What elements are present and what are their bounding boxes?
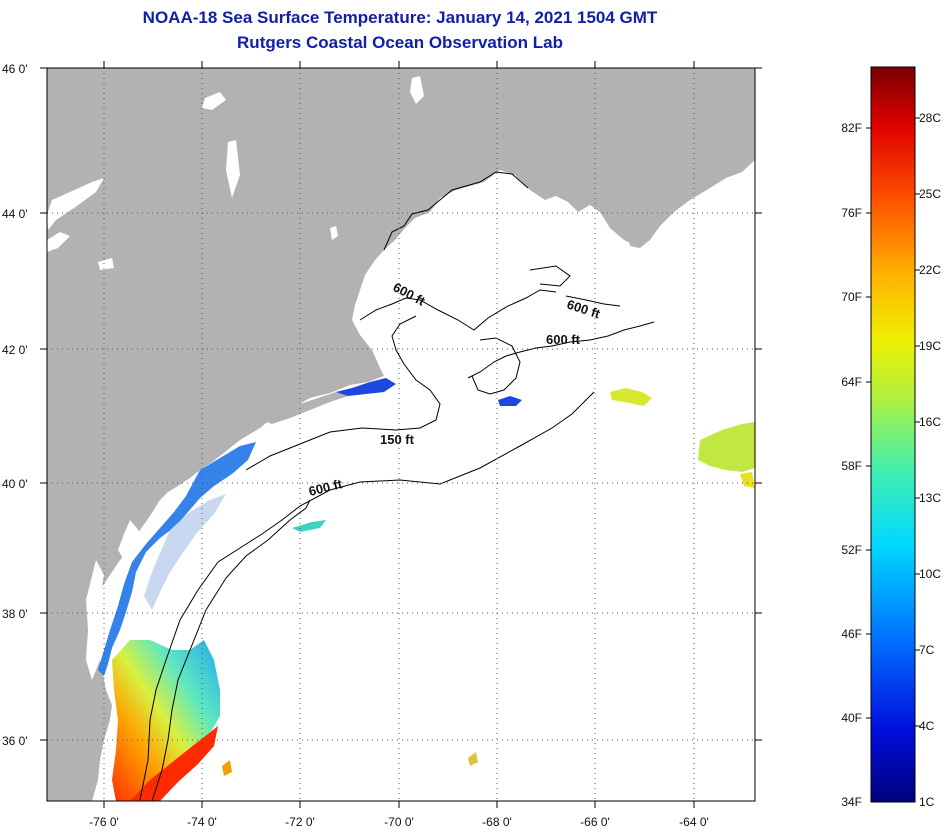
sst-patch-east-1 xyxy=(610,388,652,406)
cbar-c-4: 4C xyxy=(919,719,935,733)
sst-patch-georges xyxy=(498,396,522,406)
map-subtitle: Rutgers Coastal Ocean Observation Lab xyxy=(237,33,563,52)
cbar-c-19: 19C xyxy=(919,339,941,353)
lake-b xyxy=(226,140,240,198)
colorbar xyxy=(870,66,916,803)
cbar-f-76: 76F xyxy=(841,206,862,220)
lake-a xyxy=(202,92,226,110)
lake-g xyxy=(330,226,338,240)
colorbar-ticks xyxy=(866,117,920,727)
lon-label-66: -66 0' xyxy=(580,815,610,829)
cbar-c-16: 16C xyxy=(919,415,941,429)
sst-patch-gulfstream xyxy=(130,726,218,801)
sst-patch-shelf xyxy=(144,494,226,610)
sst-patch-long-island xyxy=(336,378,396,396)
lat-label-38: 38 0' xyxy=(2,607,28,621)
lat-label-44: 44 0' xyxy=(2,207,28,221)
cbar-c-13: 13C xyxy=(919,491,941,505)
grid-lines xyxy=(47,68,755,801)
lat-label-40: 40 0' xyxy=(2,477,28,491)
lon-label-72: -72 0' xyxy=(285,815,315,829)
cbar-c-25: 25C xyxy=(919,187,941,201)
lon-label-68: -68 0' xyxy=(482,815,512,829)
sst-patch-east-3 xyxy=(740,472,755,488)
contour-label-4: 150 ft xyxy=(380,432,415,447)
land-mainland xyxy=(47,68,755,801)
cbar-f-34: 34F xyxy=(841,795,862,809)
lake-c xyxy=(47,178,104,230)
lon-label-74: -74 0' xyxy=(187,815,217,829)
cbar-f-70: 70F xyxy=(841,290,862,304)
cbar-f-64: 64F xyxy=(841,375,862,389)
lon-label-64: -64 0' xyxy=(679,815,709,829)
lake-d xyxy=(47,232,70,252)
cbar-f-58: 58F xyxy=(841,459,862,473)
delaware-bay xyxy=(118,520,140,560)
cbar-f-52: 52F xyxy=(841,543,862,557)
cbar-f-82: 82F xyxy=(841,121,862,135)
cbar-f-40: 40F xyxy=(841,711,862,725)
cbar-c-22: 22C xyxy=(919,263,941,277)
contour-label-3: 600 ft xyxy=(546,332,581,347)
lon-label-76: -76 0' xyxy=(89,815,119,829)
lake-e xyxy=(98,258,114,270)
lon-label-70: -70 0' xyxy=(384,815,414,829)
land-long-island xyxy=(262,388,360,424)
land-nova-scotia xyxy=(628,150,755,248)
coastline-maine xyxy=(383,171,529,251)
sst-patch-carolina xyxy=(112,640,220,801)
cbar-c-10: 10C xyxy=(919,567,941,581)
sst-patch-mid-atlantic xyxy=(98,442,256,676)
map-title: NOAA-18 Sea Surface Temperature: January… xyxy=(142,8,658,27)
lat-label-36: 36 0' xyxy=(2,734,28,748)
sst-patch-small-2 xyxy=(468,752,478,766)
sst-patch-east-2 xyxy=(698,422,755,472)
axis-ticks xyxy=(40,61,762,808)
cbar-c-1: 1C xyxy=(919,795,935,809)
chesapeake-bay xyxy=(86,560,104,680)
lat-label-46: 46 0' xyxy=(2,62,28,76)
sst-patch-small-3 xyxy=(222,760,232,776)
cbar-f-46: 46F xyxy=(841,627,862,641)
cbar-c-28: 28C xyxy=(919,111,941,125)
lake-f xyxy=(410,76,424,104)
cbar-c-7: 7C xyxy=(919,643,935,657)
map-frame xyxy=(46,67,756,802)
lat-label-42: 42 0' xyxy=(2,343,28,357)
